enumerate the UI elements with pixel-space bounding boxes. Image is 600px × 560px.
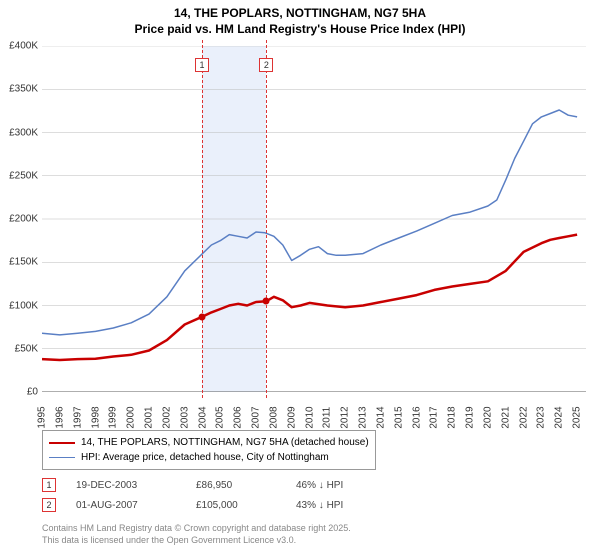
y-axis-label: £150K (9, 257, 38, 268)
x-axis-label: 2002 (161, 406, 172, 428)
title-line1: 14, THE POPLARS, NOTTINGHAM, NG7 5HA (0, 6, 600, 22)
x-axis-label: 2022 (518, 406, 529, 428)
legend: 14, THE POPLARS, NOTTINGHAM, NG7 5HA (de… (42, 430, 376, 470)
x-axis-label: 1997 (72, 406, 83, 428)
x-axis-label: 2024 (554, 406, 565, 428)
attribution-line1: Contains HM Land Registry data © Crown c… (42, 522, 351, 534)
data-point (263, 298, 270, 305)
x-axis-label: 1999 (108, 406, 119, 428)
x-axis-label: 2011 (322, 407, 333, 429)
transaction-row: 1 19-DEC-2003 £86,950 46% ↓ HPI (42, 475, 386, 495)
x-axis-label: 2017 (429, 406, 440, 428)
transaction-row: 2 01-AUG-2007 £105,000 43% ↓ HPI (42, 495, 386, 515)
event-line (202, 40, 203, 398)
title-line2: Price paid vs. HM Land Registry's House … (0, 22, 600, 38)
legend-item: HPI: Average price, detached house, City… (49, 450, 369, 465)
chart-area: £0£50K£100K£150K£200K£250K£300K£350K£400… (42, 46, 586, 392)
x-axis-label: 2003 (179, 406, 190, 428)
transaction-vs-hpi: 46% ↓ HPI (296, 480, 386, 491)
x-axis-label: 2007 (251, 406, 262, 428)
x-axis-label: 2005 (215, 406, 226, 428)
x-axis-label: 2016 (411, 406, 422, 428)
x-axis-label: 2015 (393, 406, 404, 428)
plot-svg (42, 46, 586, 392)
y-axis-label: £50K (15, 343, 38, 354)
x-axis-label: 2013 (358, 406, 369, 428)
transaction-date: 19-DEC-2003 (76, 480, 176, 491)
x-axis-label: 2021 (500, 406, 511, 428)
x-axis-label: 2025 (572, 406, 583, 428)
x-axis-label: 2019 (465, 406, 476, 428)
transaction-table: 1 19-DEC-2003 £86,950 46% ↓ HPI 2 01-AUG… (42, 475, 386, 515)
x-axis-label: 2020 (482, 406, 493, 428)
data-point (198, 313, 205, 320)
transaction-marker: 2 (42, 498, 56, 512)
legend-label: 14, THE POPLARS, NOTTINGHAM, NG7 5HA (de… (81, 435, 369, 450)
x-axis-label: 2008 (268, 406, 279, 428)
x-axis-label: 1996 (54, 406, 65, 428)
chart-container: 14, THE POPLARS, NOTTINGHAM, NG7 5HA Pri… (0, 0, 600, 560)
legend-label: HPI: Average price, detached house, City… (81, 450, 329, 465)
x-axis-label: 1995 (37, 406, 48, 428)
chart-title: 14, THE POPLARS, NOTTINGHAM, NG7 5HA Pri… (0, 0, 600, 37)
y-axis-label: £0 (27, 387, 38, 398)
x-axis-label: 2000 (126, 406, 137, 428)
y-axis-label: £100K (9, 300, 38, 311)
event-line (266, 40, 267, 398)
x-axis-label: 2004 (197, 406, 208, 428)
x-axis-label: 2014 (375, 406, 386, 428)
y-axis-label: £400K (9, 41, 38, 52)
legend-swatch (49, 457, 75, 458)
series-line (42, 110, 577, 335)
event-marker: 1 (195, 58, 209, 72)
transaction-vs-hpi: 43% ↓ HPI (296, 500, 386, 511)
series-line (42, 235, 577, 360)
transaction-price: £86,950 (196, 480, 276, 491)
x-axis-label: 2018 (447, 406, 458, 428)
transaction-date: 01-AUG-2007 (76, 500, 176, 511)
x-axis-label: 1998 (90, 406, 101, 428)
y-axis-label: £300K (9, 127, 38, 138)
legend-swatch (49, 442, 75, 444)
x-axis-label: 2009 (286, 406, 297, 428)
legend-item: 14, THE POPLARS, NOTTINGHAM, NG7 5HA (de… (49, 435, 369, 450)
y-axis-label: £250K (9, 170, 38, 181)
transaction-price: £105,000 (196, 500, 276, 511)
x-axis-label: 2001 (144, 406, 155, 428)
transaction-marker: 1 (42, 478, 56, 492)
x-axis-label: 2010 (304, 406, 315, 428)
x-axis-label: 2006 (233, 406, 244, 428)
attribution: Contains HM Land Registry data © Crown c… (42, 522, 351, 546)
x-axis-label: 2012 (340, 406, 351, 428)
y-axis-label: £350K (9, 84, 38, 95)
y-axis-label: £200K (9, 214, 38, 225)
x-axis-label: 2023 (536, 406, 547, 428)
attribution-line2: This data is licensed under the Open Gov… (42, 534, 351, 546)
event-marker: 2 (259, 58, 273, 72)
